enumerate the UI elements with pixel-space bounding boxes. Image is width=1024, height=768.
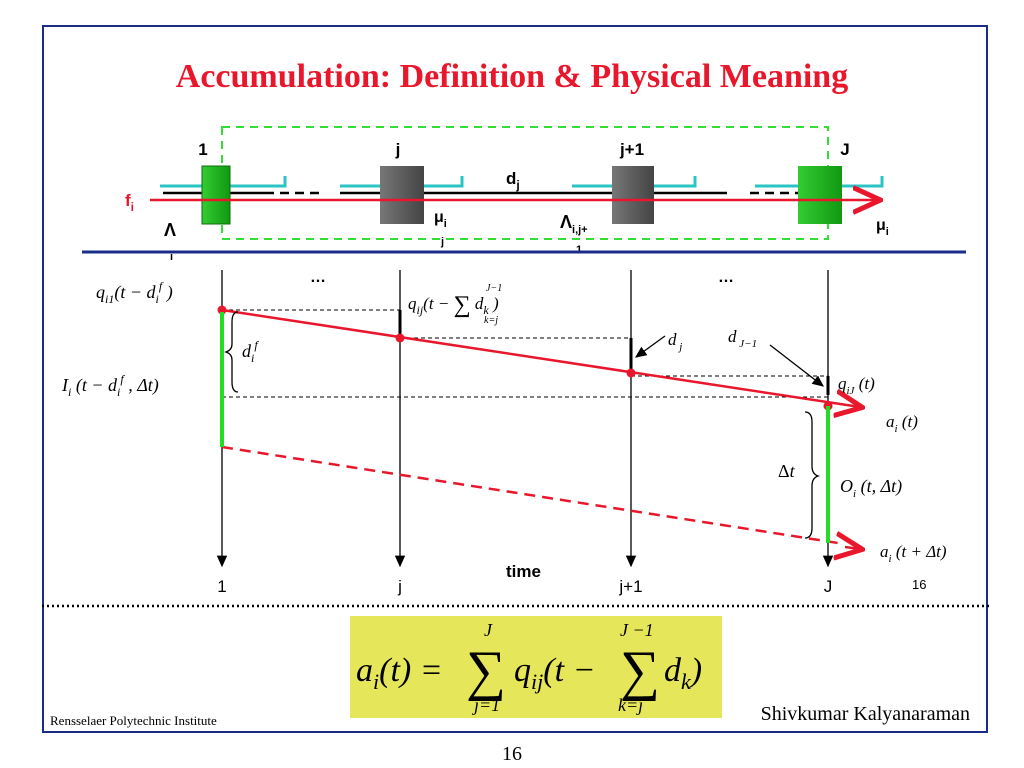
router-J	[798, 166, 842, 224]
label-Ii: Ii (t − dif , Δt)	[61, 372, 159, 399]
formula-box	[350, 616, 722, 718]
label-qij-upper: J−1	[486, 283, 502, 294]
formula-qij: qij(t −	[514, 652, 595, 694]
label-qiJ: qiJ (t)	[838, 374, 875, 397]
guide-lines	[222, 309, 828, 398]
router-1	[201, 165, 231, 225]
router-j	[380, 166, 424, 224]
time-label: time	[506, 562, 541, 581]
dots-right: …	[718, 269, 734, 286]
label-delta-t: Δt	[778, 461, 796, 481]
router-label-1: 1	[198, 140, 207, 159]
formula-sum-1: ∑	[466, 640, 506, 702]
delay-steps	[398, 310, 830, 395]
page-number: 16	[502, 743, 522, 765]
path-enclosure	[221, 126, 829, 240]
router-label-j-plus-1: j+1	[619, 140, 644, 159]
label-ai-t-dt: ai (t + Δt)	[880, 542, 947, 565]
arrival-rate-sub-left: i	[170, 251, 173, 263]
slide-number: 16	[912, 577, 926, 592]
arrival-rate-label-left: Λ	[164, 220, 176, 240]
footer-right: Shivkumar Kalyanaraman	[761, 703, 970, 725]
formula-sum-2: ∑	[620, 640, 660, 702]
label-ai-t: ai (t)	[886, 412, 918, 435]
accumulation-formula: ai(t) = ∑ J j=1 qij(t − ∑ J −1 k=j dk)	[350, 616, 722, 718]
link-delay-label: dj	[506, 169, 520, 192]
time-axes	[216, 270, 834, 568]
dots-left: …	[310, 269, 326, 286]
label-df-brace: dif	[242, 338, 259, 365]
brace-delta-t	[804, 411, 821, 539]
arrival-curve-shifted-head	[845, 547, 860, 549]
arrival-rate-label-mid: Λi,j+	[560, 212, 588, 236]
axis-label-1: 1	[217, 577, 226, 596]
pointer-dJ-1	[769, 344, 825, 387]
arrival-curve-shifted	[221, 445, 839, 545]
sample-points	[217, 305, 833, 411]
arrival-curve	[221, 308, 860, 407]
arrival-rate-sub-mid: 1	[576, 244, 582, 256]
router-label-j: j	[395, 140, 401, 159]
slide-frame	[42, 25, 988, 733]
router-label-J: J	[840, 140, 849, 159]
axis-label-J: J	[824, 577, 833, 596]
formula-sum-1-lower: j=1	[472, 695, 500, 715]
service-rate-label-j: μi	[434, 209, 447, 230]
label-dj: d j	[668, 330, 682, 353]
formula-sum-2-upper: J −1	[620, 620, 654, 640]
brace-df	[223, 311, 239, 393]
timing-diagram: … …	[61, 269, 947, 596]
formula-sum-1-upper: J	[484, 620, 493, 640]
axis-label-j-plus-1: j+1	[618, 577, 642, 596]
label-qi1: qi1(t − dif )	[96, 279, 173, 306]
formula-sum-2-lower: k=j	[618, 695, 643, 715]
slide-title: Accumulation: Definition & Physical Mean…	[176, 58, 848, 95]
label-qij-lower: k=j	[484, 315, 498, 326]
service-rate-sub-j: j	[440, 236, 444, 248]
flow-label: fi	[125, 191, 134, 214]
pointer-dj	[634, 335, 666, 358]
router-j-plus-1	[612, 166, 654, 224]
service-rate-label-right: μi	[876, 217, 889, 238]
formula-lhs: ai(t) =	[356, 652, 443, 694]
label-dJ-1: d J−1	[728, 327, 757, 350]
axis-label-j: j	[397, 577, 402, 596]
footer-left: Rensselaer Polytechnic Institute	[50, 713, 217, 728]
queue-indicators	[160, 176, 884, 188]
network-diagram: 1 j j+1 J	[82, 126, 966, 263]
label-Oi: Oi (t, Δt)	[840, 476, 902, 500]
